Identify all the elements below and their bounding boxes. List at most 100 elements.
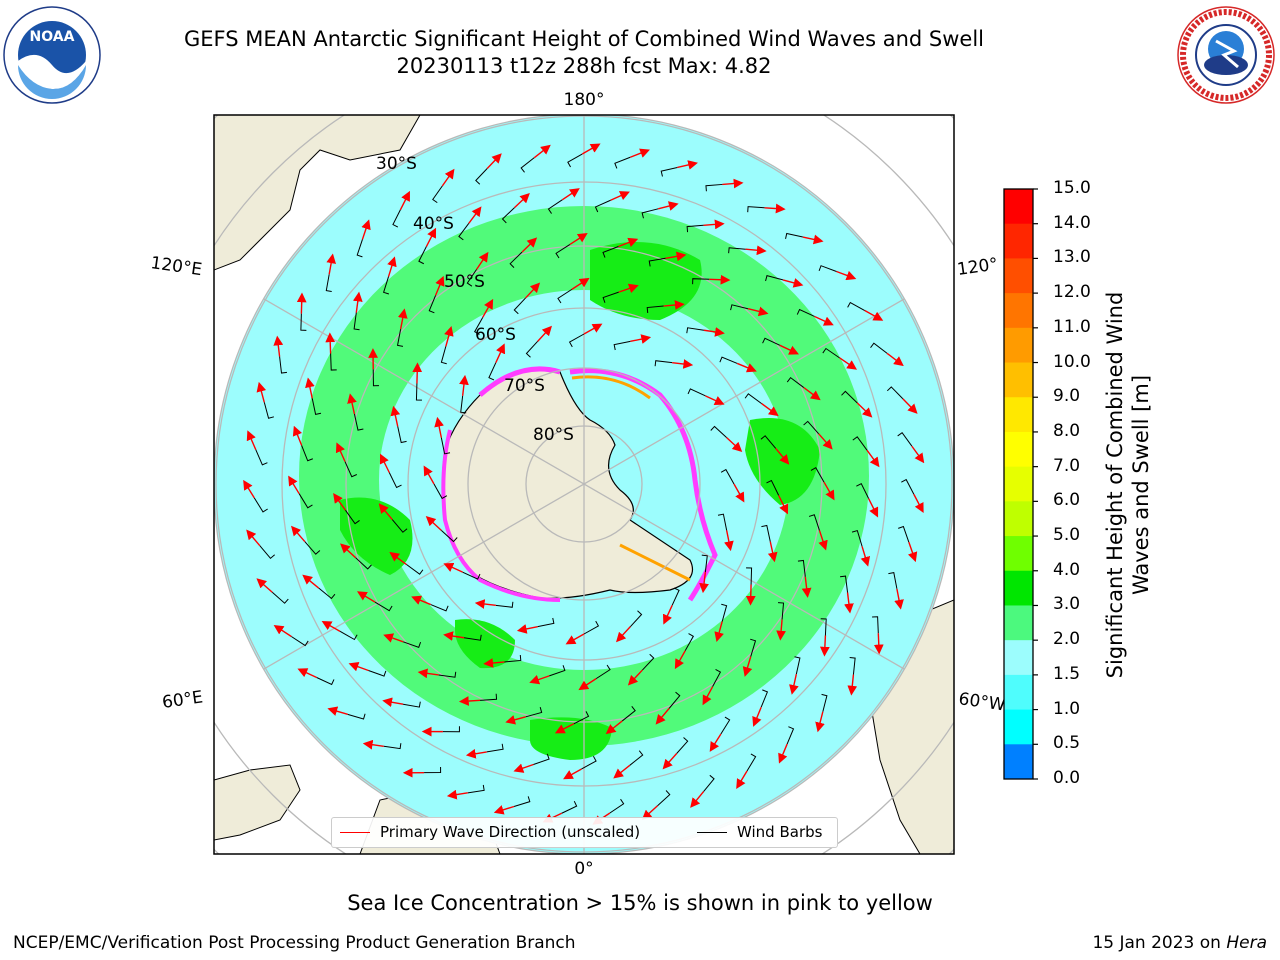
wave-direction-arrow	[361, 219, 371, 240]
wave-direction-arrow	[655, 707, 670, 725]
wave-direction-arrow	[581, 143, 601, 155]
wind-barb	[642, 653, 655, 671]
wind-barb	[760, 435, 777, 449]
wave-direction-arrow	[818, 530, 828, 551]
wave-direction-arrow	[775, 448, 790, 465]
wave-direction-arrow	[561, 188, 580, 201]
wind-barb	[583, 620, 600, 635]
wave-direction-arrow	[894, 588, 904, 610]
wind-barb	[424, 767, 442, 774]
wave-direction-arrow	[803, 387, 821, 401]
colorbar-tick-label: 7.0	[1053, 455, 1081, 476]
wave-direction-arrow	[782, 278, 804, 288]
wave-direction-arrow	[417, 668, 439, 679]
wave-direction-arrow	[423, 465, 435, 485]
wind-barb	[719, 356, 738, 364]
colorbar-swatch	[1004, 570, 1033, 606]
date-text: 15 Jan 2023 on	[1092, 933, 1227, 953]
wave-direction-arrow	[383, 633, 404, 643]
wave-direction-arrow	[446, 789, 468, 800]
wave-direction-arrow	[703, 327, 725, 337]
wave-direction-arrow	[292, 425, 303, 446]
colorbar-tick-label: 9.0	[1053, 386, 1081, 407]
wind-barb	[432, 185, 443, 204]
wave-direction-arrow	[425, 516, 442, 531]
wave-direction-arrow	[886, 352, 904, 367]
credit-text: NCEP/EMC/Verification Post Processing Pr…	[13, 933, 576, 953]
wind-barb	[513, 297, 526, 315]
wave-direction-arrow	[483, 658, 505, 668]
wave-direction-arrow	[778, 495, 789, 515]
wind-barb	[391, 519, 408, 533]
map-title: GEFS MEAN Antarctic Significant Height o…	[183, 27, 985, 51]
wave-direction-arrow	[747, 306, 769, 317]
wave-direction-arrow	[352, 291, 363, 313]
wave-direction-arrow	[348, 662, 369, 672]
wind-barb	[525, 341, 539, 358]
colorbar	[1003, 188, 1038, 780]
wind-barb	[581, 755, 597, 770]
wave-direction-arrow	[302, 574, 320, 589]
wind-barb	[888, 572, 898, 589]
wind-barb	[856, 483, 870, 499]
colorbar-tick-label: 15.0	[1053, 178, 1091, 198]
nws-logo	[1177, 6, 1275, 104]
wind-barb	[475, 168, 488, 185]
map-graticule	[215, 115, 953, 854]
wave-direction-arrow	[764, 203, 786, 214]
wind-barb	[849, 657, 856, 675]
wave-direction-arrow	[444, 326, 454, 347]
wave-direction-arrow	[493, 805, 515, 815]
wave-direction-arrow	[347, 393, 357, 415]
wave-direction-arrow	[571, 277, 590, 290]
wave-direction-arrow	[836, 270, 857, 281]
wind-barb	[513, 796, 531, 807]
wind-barb	[785, 232, 803, 240]
wind-barb	[428, 295, 437, 314]
wave-direction-arrow	[243, 479, 255, 499]
wind-barb	[657, 790, 671, 807]
wind-barb	[797, 559, 806, 577]
wave-direction-arrow	[705, 395, 725, 406]
wind-barb	[347, 713, 366, 720]
wave-direction-arrow	[537, 325, 552, 342]
colorbar-swatch	[1004, 362, 1033, 398]
wind-barb	[372, 369, 379, 387]
wave-direction-arrow	[779, 344, 799, 355]
wind-barb	[480, 693, 498, 701]
wind-barb	[761, 524, 771, 542]
wind-barb	[406, 563, 424, 575]
wind-barb	[458, 223, 470, 241]
wind-barb	[710, 425, 727, 439]
wind-barb	[392, 209, 401, 228]
wave-direction-arrow	[465, 748, 487, 759]
wave-direction-arrow	[521, 237, 538, 253]
colorbar-swatch	[1004, 327, 1033, 364]
wind-barb	[765, 275, 784, 282]
wind-barb	[573, 711, 590, 725]
wave-direction-arrow	[690, 791, 705, 808]
wave-direction-arrow	[864, 309, 884, 321]
wave-direction-arrow	[516, 624, 538, 634]
wave-direction-arrow	[902, 398, 918, 414]
colorbar-swatch	[1004, 674, 1033, 711]
wave-direction-arrow	[819, 635, 830, 657]
wind-barb	[311, 398, 322, 416]
wave-direction-arrow	[677, 160, 698, 170]
wave-direction-arrow	[390, 405, 401, 427]
colorbar-tick-label: 5.0	[1053, 525, 1081, 546]
wave-direction-arrow	[629, 148, 650, 158]
machine-name: Hera	[1226, 933, 1267, 953]
colorbar-swatch	[1004, 223, 1033, 259]
wind-barb	[557, 288, 573, 304]
wave-direction-arrow	[362, 739, 384, 750]
wind-barb	[555, 243, 571, 259]
wave-direction-arrow	[814, 315, 834, 326]
wave-direction-arrow	[505, 715, 526, 725]
wave-direction-arrow	[246, 430, 257, 450]
lat-label-70s: 70°S	[504, 376, 545, 396]
wave-direction-arrow	[443, 562, 463, 573]
wind-barb	[686, 224, 704, 233]
wind-barb	[703, 774, 715, 792]
wave-direction-arrow	[733, 483, 745, 503]
